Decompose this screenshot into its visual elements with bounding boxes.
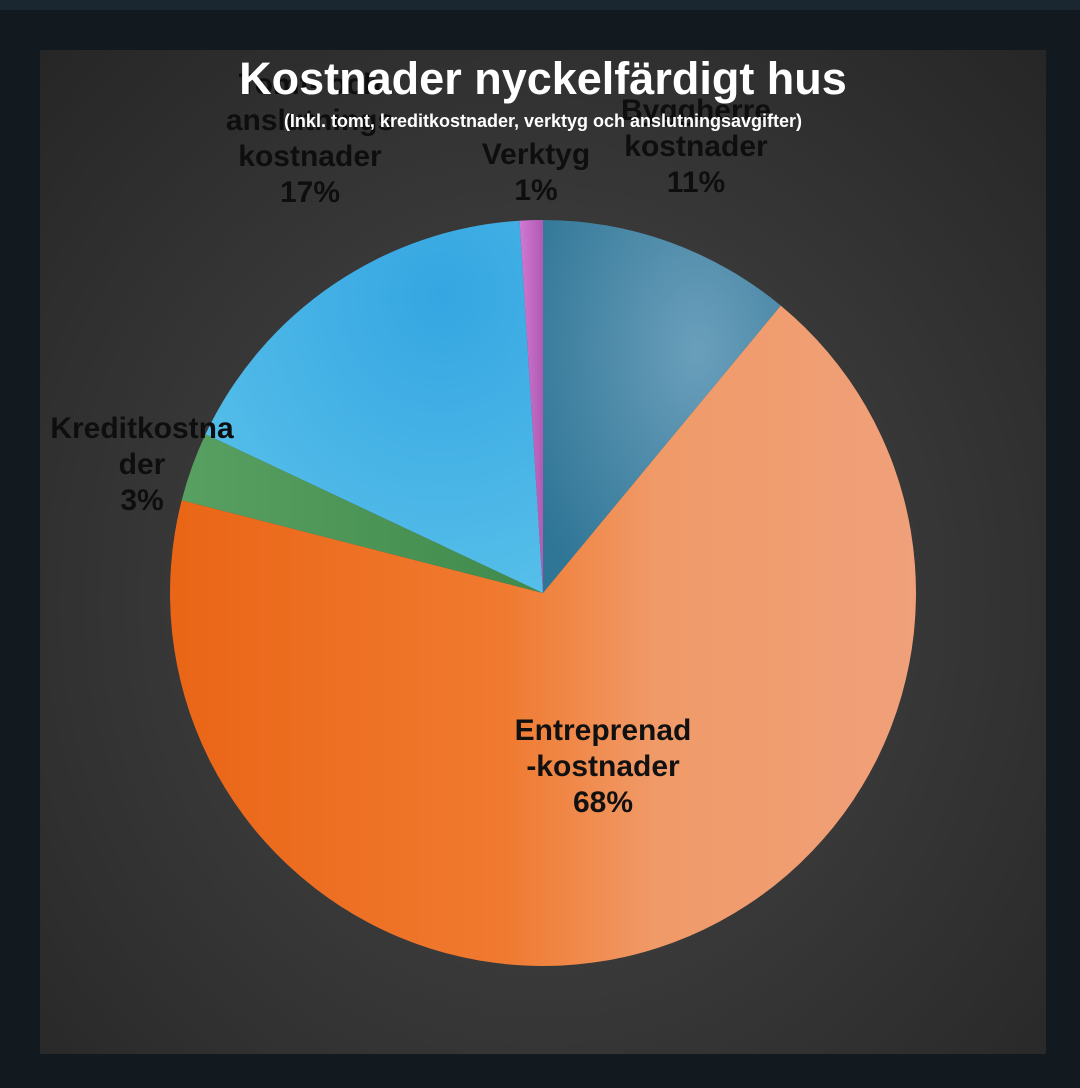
top-strip <box>0 0 1080 10</box>
pie-slice <box>181 434 543 593</box>
slice-category-label: der <box>119 448 166 481</box>
slice-value-label: 3% <box>120 484 163 517</box>
pie-chart: Byggherrekostnader11%Entreprenad-kostnad… <box>50 53 917 967</box>
slice-category-label: Kreditkostna <box>50 412 234 445</box>
chart-subtitle: (Inkl. tomt, kreditkostnader, verktyg oc… <box>284 111 802 131</box>
pie-slice <box>543 220 781 593</box>
slice-value-label: 1% <box>514 174 557 207</box>
chart-title: Kostnader nyckelfärdigt hus <box>239 53 847 104</box>
slice-category-label: Tomt- och <box>239 68 382 101</box>
slice-category-label: Byggherre <box>621 94 771 127</box>
pie-slice <box>170 305 917 967</box>
pie-slice <box>205 220 543 594</box>
pie-slice <box>519 220 543 593</box>
chart-area: Byggherre kostnader 11% Entreprenad -kostnad… <box>40 50 1046 1054</box>
slice-value-label: 68% <box>573 786 633 819</box>
slice-value-label: 11% <box>667 166 725 199</box>
slice-category-label: -kostnader <box>526 750 680 783</box>
slice-value-label: 17% <box>280 176 340 209</box>
slice-category-label: Verktyg <box>482 138 590 171</box>
slice-category-label: Entreprenad <box>515 714 692 747</box>
slice-category-label: anslutnings <box>226 104 394 137</box>
slice-category-label: kostnader <box>238 140 382 173</box>
slice-category-label: kostnader <box>624 130 768 163</box>
